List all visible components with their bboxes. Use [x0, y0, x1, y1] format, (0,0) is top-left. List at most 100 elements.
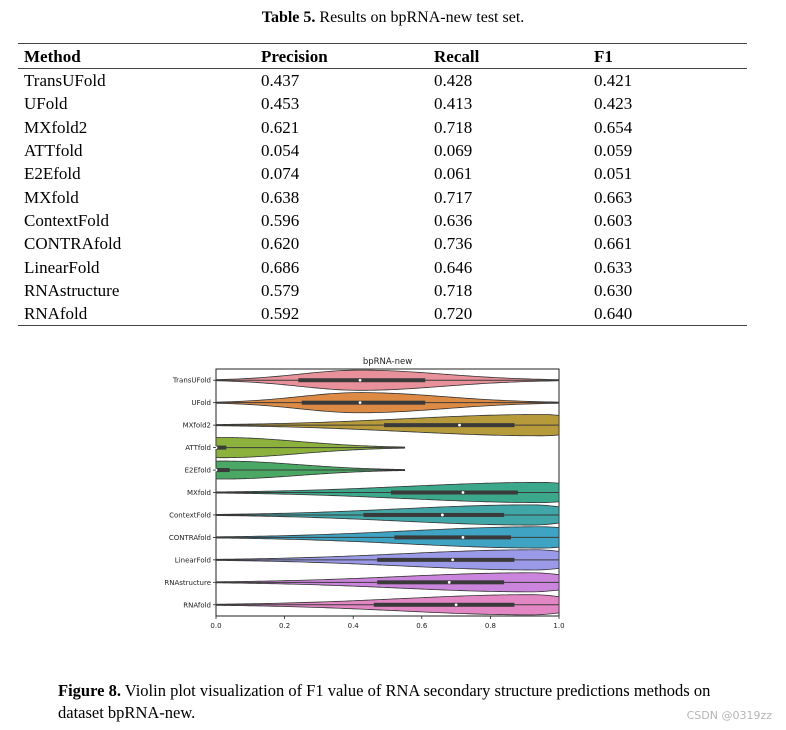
cell-f1: 0.630	[594, 280, 633, 300]
y-tick-label: ATTfold	[185, 444, 211, 452]
table-caption-text: Results on bpRNA-new test set.	[315, 9, 525, 26]
cell-f1: 0.059	[594, 141, 633, 161]
header-method: Method	[18, 43, 255, 69]
cell-recall: 0.736	[434, 234, 473, 254]
chart-title: bpRNA-new	[363, 357, 412, 367]
cell-method: E2Efold	[24, 164, 81, 184]
table-row: LinearFold 0.686 0.646 0.633	[18, 255, 747, 278]
iqr-box-e2efold	[216, 468, 230, 473]
table-row: E2Efold 0.074 0.061 0.051	[18, 162, 747, 185]
cell-recall: 0.720	[428, 301, 588, 327]
cell-recall: 0.646	[434, 257, 473, 277]
cell-precision: 0.074	[261, 164, 300, 184]
table-row: MXfold 0.638 0.717 0.663	[18, 185, 747, 208]
median-contextfold	[440, 513, 444, 517]
cell-recall: 0.069	[434, 141, 473, 161]
cell-precision: 0.453	[261, 94, 300, 114]
figure-label: Figure 8.	[58, 681, 121, 700]
cell-f1: 0.603	[594, 210, 633, 230]
median-rnafold	[454, 603, 458, 607]
table-label: Table 5.	[261, 9, 316, 26]
table-row: RNAstructure 0.579 0.718 0.630	[18, 279, 747, 302]
cell-precision: 0.437	[261, 71, 300, 91]
table-row: UFold 0.453 0.413 0.423	[18, 92, 747, 115]
cell-f1: 0.423	[594, 94, 633, 114]
y-tick-label: UFold	[191, 399, 211, 407]
cell-method: RNAfold	[18, 301, 255, 327]
cell-f1: 0.661	[594, 234, 633, 254]
median-linearfold	[451, 558, 455, 562]
iqr-box-transufold	[298, 378, 426, 383]
median-mxfold	[461, 491, 465, 494]
cell-precision: 0.579	[261, 280, 300, 300]
cell-precision: 0.596	[261, 210, 300, 230]
iqr-box-rnafold	[373, 602, 515, 607]
iqr-box-rnastructure	[377, 580, 505, 585]
cell-precision: 0.686	[261, 257, 300, 277]
y-tick-label: MXfold2	[183, 422, 211, 430]
cell-f1: 0.663	[594, 187, 633, 207]
table-row: MXfold2 0.621 0.718 0.654	[18, 116, 747, 139]
x-tick-label: 0.0	[210, 622, 221, 630]
iqr-box-contrafold	[394, 535, 511, 540]
x-tick-label: 0.4	[348, 622, 360, 630]
iqr-box-attfold	[216, 445, 227, 450]
results-table: Method Precision Recall F1 TransUFold 0.4…	[18, 43, 747, 327]
cell-recall: 0.718	[434, 117, 473, 137]
median-rnastructure	[447, 580, 451, 584]
median-mxfold2	[458, 423, 461, 427]
cell-precision: 0.620	[261, 234, 300, 254]
cell-recall: 0.061	[434, 164, 473, 184]
cell-precision: 0.638	[261, 187, 300, 207]
cell-method: MXfold	[24, 187, 79, 207]
header-f1: F1	[588, 43, 747, 69]
median-ufold	[358, 401, 362, 405]
cell-method: CONTRAfold	[24, 234, 122, 254]
y-tick-label: RNAfold	[183, 601, 211, 609]
cell-f1: 0.640	[588, 301, 747, 327]
cell-f1: 0.654	[594, 117, 633, 137]
table-row: RNAfold 0.592 0.720 0.640	[18, 301, 747, 327]
y-tick-label: LinearFold	[175, 556, 211, 564]
table-row: ATTfold 0.054 0.069 0.059	[18, 139, 747, 162]
table-row: CONTRAfold 0.620 0.736 0.661	[18, 232, 747, 255]
cell-recall: 0.636	[434, 210, 473, 230]
median-contrafold	[461, 536, 465, 539]
median-transufold	[358, 378, 362, 382]
cell-f1: 0.421	[594, 71, 633, 91]
cell-method: ContextFold	[24, 210, 110, 230]
cell-precision: 0.592	[255, 301, 428, 327]
y-tick-label: CONTRAfold	[169, 534, 211, 542]
x-tick-label: 0.8	[485, 622, 496, 630]
y-tick-label: MXfold	[187, 489, 211, 497]
cell-method: TransUFold	[24, 71, 106, 91]
cell-method: LinearFold	[24, 257, 100, 277]
cell-recall: 0.413	[434, 94, 473, 114]
table-body: TransUFold 0.437 0.428 0.421 UFold 0.453 0.413…	[18, 69, 747, 327]
figure-caption: Figure 8. Violin plot visualization of F…	[58, 680, 738, 724]
cell-recall: 0.428	[434, 71, 473, 91]
cell-method: UFold	[24, 94, 68, 114]
watermark: CSDN @0319zz	[686, 709, 772, 722]
x-tick-label: 1.0	[553, 622, 564, 630]
iqr-box-linearfold	[377, 557, 515, 562]
table-header-row: Method Precision Recall F1	[18, 43, 747, 69]
cell-method: ATTfold	[24, 141, 83, 161]
cell-precision: 0.054	[261, 141, 300, 161]
cell-precision: 0.621	[261, 117, 300, 137]
cell-recall: 0.717	[434, 187, 473, 207]
cell-method: MXfold2	[24, 117, 88, 137]
y-tick-label: E2Efold	[185, 467, 211, 475]
header-precision: Precision	[255, 43, 428, 69]
x-tick-label: 0.2	[279, 622, 290, 630]
y-tick-label: ContextFold	[169, 511, 211, 519]
iqr-box-ufold	[301, 400, 426, 405]
violin-chart: bpRNA-new TransUFold UFold MXfold2 ATTfold E2…	[164, 357, 564, 630]
cell-f1: 0.633	[594, 257, 633, 277]
iqr-box-mxfold2	[384, 423, 515, 428]
y-tick-label: RNAstructure	[164, 579, 211, 587]
x-tick-label: 0.6	[416, 622, 428, 630]
iqr-box-contextfold	[363, 512, 505, 517]
figure-caption-text: Violin plot visualization of F1 value of…	[58, 681, 711, 722]
table-caption: Table 5. Results on bpRNA-new test set.	[0, 9, 786, 27]
